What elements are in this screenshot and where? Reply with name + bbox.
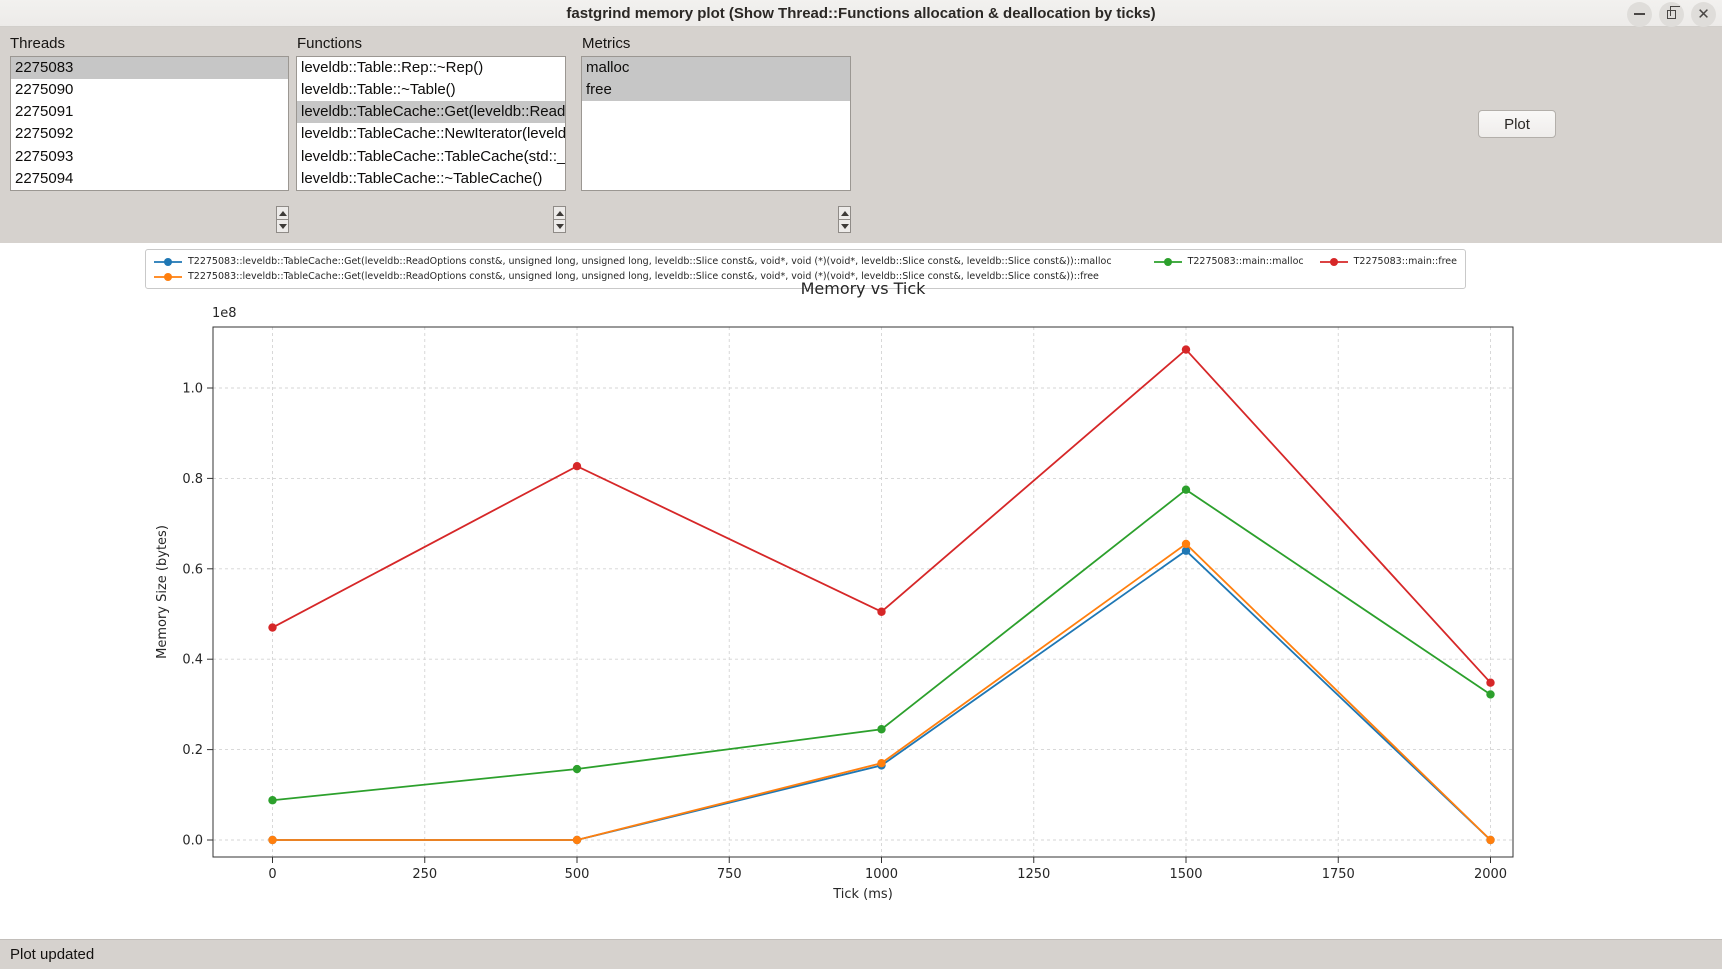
scroll-down-button[interactable] — [553, 219, 566, 233]
metrics-list[interactable]: malloc free — [581, 56, 851, 191]
y-tick-label: 0.2 — [182, 743, 203, 758]
x-tick-label: 500 — [565, 867, 590, 882]
status-bar: Plot updated — [0, 939, 1722, 969]
list-item[interactable]: malloc — [582, 57, 850, 80]
data-point — [268, 835, 277, 845]
functions-label: Functions — [297, 35, 363, 52]
scroll-up-button[interactable] — [838, 206, 851, 220]
legend-marker-icon — [154, 272, 182, 281]
metrics-scrollbar — [838, 206, 851, 234]
x-tick-label: 0 — [268, 867, 276, 882]
scroll-down-button[interactable] — [838, 219, 851, 233]
x-axis-label: Tick (ms) — [832, 887, 893, 902]
legend-label: T2275083::main::malloc — [1187, 256, 1304, 267]
y-tick-label: 0.4 — [182, 653, 203, 668]
arrow-down-icon — [278, 223, 287, 229]
data-point — [1486, 835, 1495, 845]
functions-scrollbar — [553, 206, 566, 234]
threads-list[interactable]: 2275083 2275090 2275091 2275092 2275093 22750… — [10, 56, 289, 191]
legend-label: T2275083::leveldb::TableCache::Get(level… — [188, 256, 1112, 267]
scroll-up-button[interactable] — [553, 206, 566, 220]
arrow-up-icon — [840, 210, 849, 216]
maximize-icon — [1667, 5, 1680, 19]
arrow-up-icon — [278, 210, 287, 216]
title-bar: fastgrind memory plot (Show Thread::Func… — [0, 0, 1722, 27]
data-point — [1181, 345, 1191, 354]
y-tick-label: 1.0 — [182, 382, 203, 397]
list-item[interactable]: leveldb::TableCache::TableCache(std::__ — [301, 147, 565, 165]
list-item[interactable]: leveldb::TableCache::~TableCache() — [301, 169, 543, 187]
legend-label: T2275083::leveldb::TableCache::Get(level… — [188, 271, 1099, 282]
x-tick-label: 1500 — [1169, 867, 1202, 882]
legend-entry: T2275083::leveldb::TableCache::Get(level… — [154, 271, 1099, 282]
metrics-label: Metrics — [582, 35, 631, 52]
data-point — [572, 461, 582, 471]
status-text: Plot updated — [10, 946, 95, 963]
list-item[interactable]: 2275090 — [15, 81, 74, 99]
close-icon: ✕ — [1697, 5, 1710, 23]
list-item[interactable]: 2275094 — [15, 169, 74, 187]
minimize-icon — [1634, 13, 1645, 15]
axes-spines — [212, 326, 1514, 858]
functions-list[interactable]: leveldb::Table::Rep::~Rep()leveldb::Tabl… — [296, 56, 566, 191]
scroll-up-button[interactable] — [276, 206, 289, 220]
y-tick-label: 0.6 — [182, 562, 203, 577]
data-point — [1486, 690, 1495, 699]
window-title: fastgrind memory plot (Show Thread::Func… — [566, 4, 1156, 22]
list-item[interactable]: 2275092 — [15, 125, 74, 143]
x-tick-label: 750 — [717, 867, 742, 882]
x-tick-label: 1250 — [1017, 867, 1050, 882]
data-point — [268, 796, 277, 805]
data-point — [1486, 678, 1495, 687]
scroll-down-button[interactable] — [276, 219, 289, 233]
list-item[interactable]: leveldb::TableCache::NewIterator(leveldb — [301, 125, 565, 143]
data-point — [1181, 546, 1191, 555]
legend-entry: T2275083::leveldb::TableCache::Get(level… — [154, 256, 1138, 267]
legend-entry: T2275083::main::malloc — [1153, 256, 1304, 267]
chart-title: Memory vs Tick — [801, 279, 927, 298]
x-tick-label: 1000 — [865, 867, 898, 882]
legend-marker-icon — [1153, 257, 1182, 266]
x-tick-label: 250 — [412, 867, 437, 882]
memory-vs-tick-chart: 0.0 0.2 0.4 0.6 0.8 1.0 0 250 500 750 1000 1250 1500… — [155, 279, 1514, 902]
threads-label: Threads — [10, 35, 66, 52]
arrow-down-icon — [555, 223, 564, 229]
x-tick-label: 2000 — [1474, 867, 1507, 882]
data-point — [268, 623, 277, 632]
y-tick-label: 0.8 — [182, 472, 203, 487]
close-button[interactable]: ✕ — [1691, 1, 1716, 27]
legend-marker-icon — [154, 257, 182, 266]
data-point — [877, 725, 886, 734]
plot-button[interactable]: Plot — [1478, 110, 1556, 138]
y-tick-label: 0.0 — [182, 834, 203, 849]
data-point — [877, 607, 886, 616]
window-controls: ✕ — [1627, 1, 1716, 27]
list-item[interactable]: free — [582, 79, 850, 102]
list-item[interactable]: leveldb::TableCache::Get(leveldb::ReadOp… — [297, 101, 565, 124]
legend-marker-icon — [1319, 257, 1348, 266]
legend-label: T2275083::main::free — [1353, 256, 1457, 267]
maximize-button[interactable] — [1659, 1, 1684, 27]
legend: T2275083::leveldb::TableCache::Get(level… — [145, 249, 1466, 289]
list-item[interactable]: leveldb::Table::Rep::~Rep() — [301, 59, 484, 76]
y-axis-label: Memory Size (bytes) — [155, 525, 170, 659]
threads-scrollbar — [276, 206, 289, 234]
list-item[interactable]: 2275093 — [15, 147, 74, 165]
data-point — [572, 764, 582, 774]
figure-canvas: T2275083::leveldb::TableCache::Get(level… — [0, 243, 1722, 939]
list-item[interactable]: leveldb::Table::~Table() — [301, 81, 456, 99]
axis-offset-text: 1e8 — [212, 306, 237, 321]
data-point — [1181, 485, 1191, 494]
data-point — [1181, 539, 1191, 549]
data-point — [877, 758, 886, 768]
data-point — [572, 835, 582, 845]
list-item[interactable]: 2275083 — [11, 57, 288, 80]
arrow-down-icon — [840, 223, 849, 229]
arrow-up-icon — [555, 210, 564, 216]
legend-entry: T2275083::main::free — [1319, 256, 1457, 267]
list-item[interactable]: 2275091 — [15, 103, 74, 121]
x-tick-label: 1750 — [1322, 867, 1355, 882]
minimize-button[interactable] — [1627, 1, 1652, 27]
